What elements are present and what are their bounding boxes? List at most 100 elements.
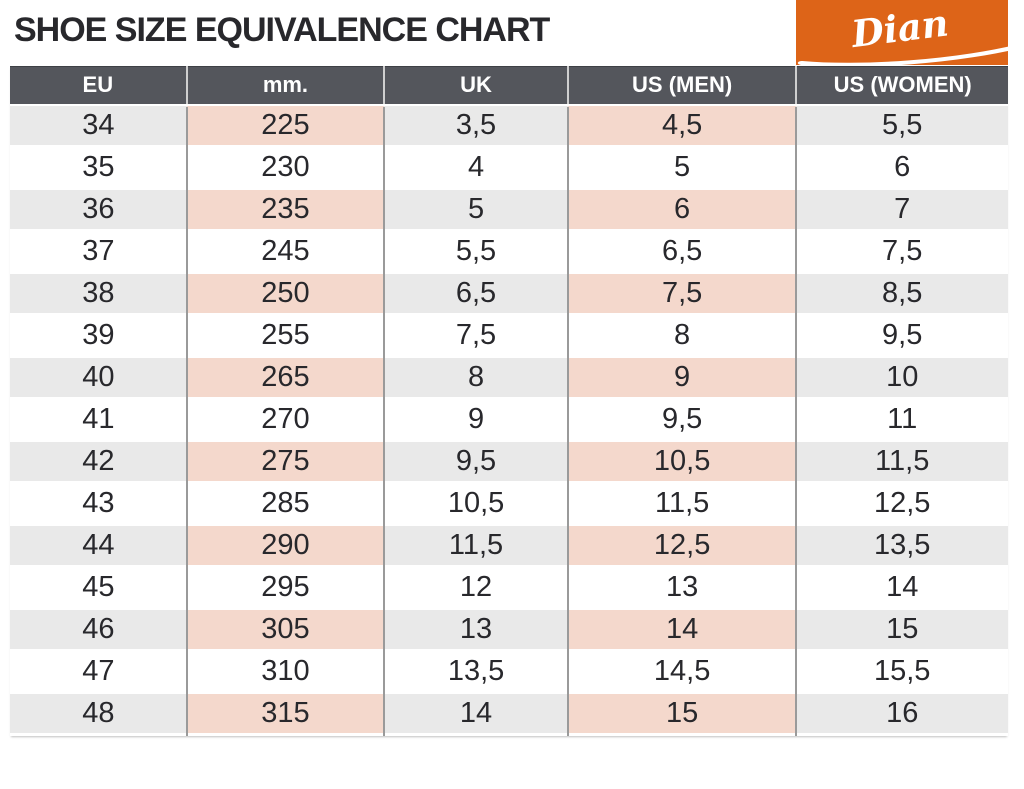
column-header: mm.: [186, 66, 386, 106]
size-cell: 12,5: [567, 524, 797, 568]
size-cell: 6: [567, 188, 797, 232]
size-table-wrap: EU mm. UK US (MEN) US (WOMEN) 34 225 3,5 4,5 5,5…: [10, 66, 1008, 736]
size-cell: 5: [567, 146, 797, 190]
size-cell: 48: [10, 692, 187, 736]
size-cell: 35: [10, 146, 187, 190]
table-row: 41 270 9 9,5 11: [10, 398, 1008, 442]
size-cell: 4: [384, 146, 568, 190]
size-cell: 40: [10, 356, 187, 400]
table-row: 34 225 3,5 4,5 5,5: [10, 104, 1008, 148]
size-cell: 7,5: [567, 272, 797, 316]
table-row: 35 230 4 5 6: [10, 146, 1008, 190]
table-body: 34 225 3,5 4,5 5,5 35 230 4 5 6 36 235 5 6 7 37 245 5,5 6,…: [10, 104, 1008, 736]
size-cell: 38: [10, 272, 187, 316]
table-row: 48 315 14 15 16: [10, 692, 1008, 736]
size-cell: 34: [10, 104, 187, 148]
size-cell: 11,5: [384, 524, 568, 568]
size-cell: 14: [567, 608, 797, 652]
size-cell: 11,5: [567, 482, 797, 526]
top-bar: SHOE SIZE EQUIVALENCE CHART Dian: [10, 0, 1024, 67]
size-cell: 39: [10, 314, 187, 358]
size-cell: 5: [384, 188, 568, 232]
table-row: 46 305 13 14 15: [10, 608, 1008, 652]
size-cell: 270: [186, 398, 385, 442]
logo-flourish-icon: [798, 42, 1024, 67]
size-cell: 12,5: [796, 482, 1008, 526]
size-cell: 13,5: [384, 650, 568, 694]
size-cell: 44: [10, 524, 187, 568]
size-cell: 3,5: [384, 104, 568, 148]
size-cell: 9,5: [796, 314, 1008, 358]
size-cell: 255: [186, 314, 385, 358]
size-cell: 230: [186, 146, 385, 190]
size-cell: 9,5: [384, 440, 568, 484]
column-header: UK: [384, 66, 569, 106]
brand-logo: Dian: [796, 0, 1024, 67]
size-cell: 315: [186, 692, 385, 736]
size-cell: 11: [796, 398, 1008, 442]
size-cell: 4,5: [567, 104, 797, 148]
size-cell: 15: [796, 608, 1008, 652]
size-cell: 8,5: [796, 272, 1008, 316]
size-cell: 235: [186, 188, 385, 232]
size-cell: 9: [384, 398, 568, 442]
table-row: 42 275 9,5 10,5 11,5: [10, 440, 1008, 484]
size-cell: 290: [186, 524, 385, 568]
size-cell: 225: [186, 104, 385, 148]
size-cell: 275: [186, 440, 385, 484]
size-cell: 7: [796, 188, 1008, 232]
size-cell: 8: [567, 314, 797, 358]
size-cell: 13: [384, 608, 568, 652]
size-cell: 6: [796, 146, 1008, 190]
table-row: 38 250 6,5 7,5 8,5: [10, 272, 1008, 316]
size-cell: 14,5: [567, 650, 797, 694]
column-header: EU: [10, 66, 188, 106]
size-cell: 6,5: [384, 272, 568, 316]
size-cell: 245: [186, 230, 385, 274]
column-header: US (WOMEN): [796, 66, 1008, 106]
table-row: 45 295 12 13 14: [10, 566, 1008, 610]
size-cell: 5,5: [796, 104, 1008, 148]
table-row: 43 285 10,5 11,5 12,5: [10, 482, 1008, 526]
size-cell: 36: [10, 188, 187, 232]
size-cell: 37: [10, 230, 187, 274]
size-cell: 305: [186, 608, 385, 652]
size-cell: 9: [567, 356, 797, 400]
size-cell: 10,5: [384, 482, 568, 526]
size-cell: 42: [10, 440, 187, 484]
size-cell: 310: [186, 650, 385, 694]
size-cell: 13: [567, 566, 797, 610]
size-cell: 15: [567, 692, 797, 736]
size-cell: 11,5: [796, 440, 1008, 484]
size-cell: 46: [10, 608, 187, 652]
size-cell: 14: [384, 692, 568, 736]
size-cell: 12: [384, 566, 568, 610]
size-cell: 10,5: [567, 440, 797, 484]
size-cell: 14: [796, 566, 1008, 610]
table-row: 40 265 8 9 10: [10, 356, 1008, 400]
table-row: 47 310 13,5 14,5 15,5: [10, 650, 1008, 694]
size-cell: 285: [186, 482, 385, 526]
table-row: 39 255 7,5 8 9,5: [10, 314, 1008, 358]
page-title: SHOE SIZE EQUIVALENCE CHART: [14, 11, 550, 49]
size-cell: 7,5: [796, 230, 1008, 274]
size-cell: 47: [10, 650, 187, 694]
size-cell: 15,5: [796, 650, 1008, 694]
size-cell: 45: [10, 566, 187, 610]
size-cell: 8: [384, 356, 568, 400]
table-row: 37 245 5,5 6,5 7,5: [10, 230, 1008, 274]
size-cell: 7,5: [384, 314, 568, 358]
size-cell: 13,5: [796, 524, 1008, 568]
size-cell: 6,5: [567, 230, 797, 274]
size-cell: 265: [186, 356, 385, 400]
size-cell: 295: [186, 566, 385, 610]
table-row: 36 235 5 6 7: [10, 188, 1008, 232]
size-cell: 43: [10, 482, 187, 526]
size-cell: 5,5: [384, 230, 568, 274]
size-cell: 250: [186, 272, 385, 316]
column-header: US (MEN): [567, 66, 798, 106]
size-cell: 9,5: [567, 398, 797, 442]
header-row: EU mm. UK US (MEN) US (WOMEN): [10, 66, 1008, 106]
size-cell: 41: [10, 398, 187, 442]
